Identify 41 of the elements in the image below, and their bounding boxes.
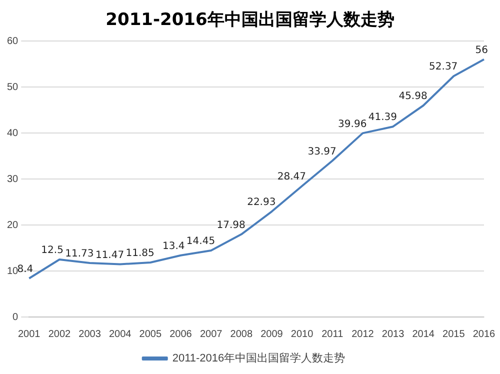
x-tick-label: 2009: [260, 328, 284, 340]
data-label: 45.98: [398, 91, 428, 102]
x-tick-label: 2007: [200, 328, 223, 340]
x-tick-label: 2014: [412, 328, 435, 340]
chart-title: 2011-2016年中国出国留学人数走势: [104, 9, 396, 32]
x-tick-label: 2005: [139, 328, 162, 340]
data-label: 52.37: [429, 62, 458, 73]
x-tick-label: 2011: [322, 328, 344, 340]
x-tick-label: 2013: [382, 328, 405, 340]
data-label: 56: [475, 44, 488, 56]
x-tick-label: 2006: [170, 328, 192, 340]
y-tick-label: 20: [7, 220, 19, 231]
x-tick-label: 2002: [48, 328, 72, 340]
data-label: 8.4: [17, 264, 34, 275]
data-label: 33.97: [308, 146, 336, 158]
legend-label: 2011-2016年中国出国留学人数走势: [172, 352, 346, 365]
x-tick-label: 2003: [78, 328, 102, 340]
y-tick-label: 40: [7, 128, 19, 139]
data-label: 11.73: [65, 248, 94, 260]
data-label: 39.96: [338, 118, 367, 130]
x-tick-label: 2010: [290, 328, 314, 340]
data-label: 12.5: [41, 245, 64, 256]
x-tick-label: 2012: [352, 328, 374, 340]
x-tick-label: 2016: [472, 328, 496, 340]
y-tick-label: 60: [7, 36, 19, 47]
x-tick-label: 2015: [442, 328, 466, 340]
x-tick-label: 2001: [18, 328, 41, 340]
x-tick-label: 2008: [230, 328, 253, 340]
data-label: 14.45: [186, 236, 216, 248]
data-label: 11.85: [126, 248, 154, 260]
y-tick-label: 50: [7, 82, 19, 93]
x-tick-label: 2004: [108, 328, 132, 340]
data-label: 11.47: [95, 250, 124, 261]
y-tick-label: 0: [12, 312, 19, 323]
data-label: 17.98: [216, 220, 246, 231]
data-label: 22.93: [247, 197, 276, 208]
y-tick-label: 10: [7, 266, 19, 277]
data-label: 28.47: [277, 172, 306, 183]
data-label: 13.4: [162, 240, 185, 252]
data-label: 41.39: [368, 112, 398, 124]
y-tick-label: 30: [7, 174, 19, 185]
